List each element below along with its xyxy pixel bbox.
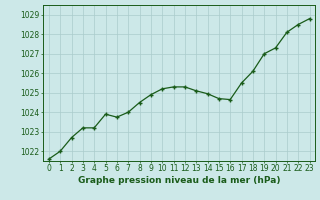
X-axis label: Graphe pression niveau de la mer (hPa): Graphe pression niveau de la mer (hPa)	[78, 176, 280, 185]
